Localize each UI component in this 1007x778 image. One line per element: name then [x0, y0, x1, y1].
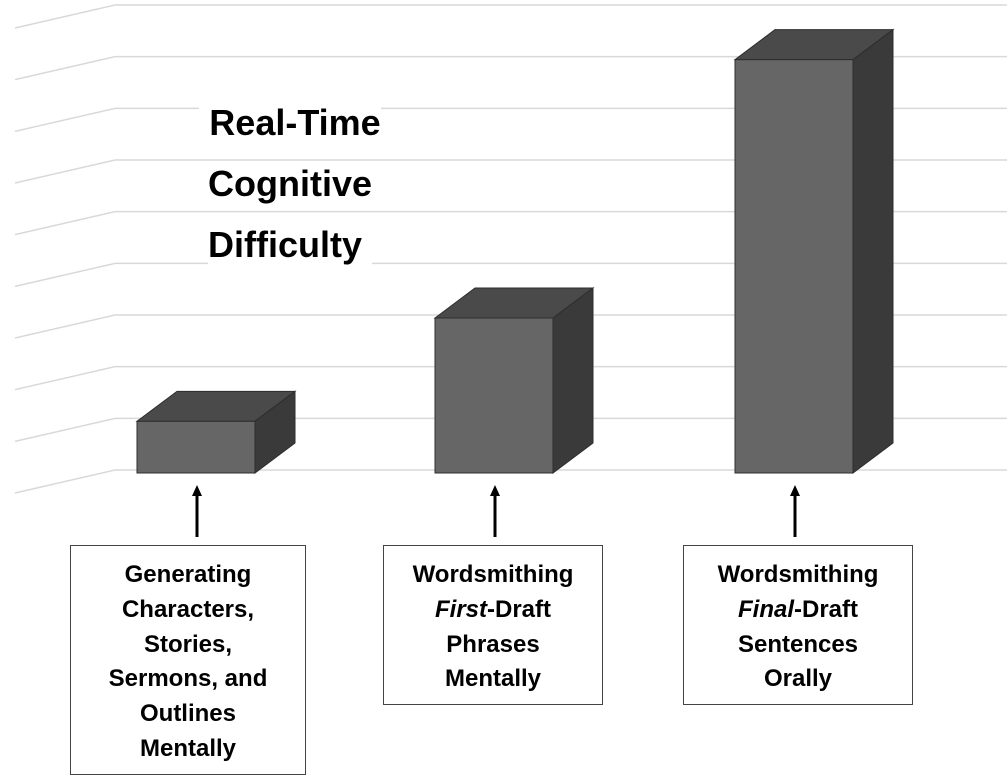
label-line: Wordsmithing [412, 561, 574, 588]
label-segment: -Draft [794, 595, 858, 623]
category-label: Wordsmithing Final-Draft Sentences Orally [683, 545, 913, 705]
label-line: Sermons, and [108, 665, 268, 693]
grid-line [14, 262, 1007, 288]
label-line: Sentences [737, 630, 859, 658]
bar-side [852, 28, 894, 474]
label-line: Characters, [121, 595, 255, 623]
bar [136, 420, 256, 474]
category-label: Wordsmithing First-Draft Phrases Mentally [383, 545, 603, 705]
grid-line [14, 107, 1007, 133]
chart-title: Real-Time Cognitive Difficulty [150, 92, 430, 275]
grid-line [14, 469, 1007, 494]
label-segment: Final [737, 595, 794, 623]
grid-line [14, 210, 1007, 236]
label-segment: -Draft [487, 595, 551, 623]
arrow-head [790, 485, 800, 496]
label-line: Orally [763, 665, 833, 693]
label-line: Generating [124, 561, 252, 588]
grid-line [14, 4, 1007, 29]
label-line: Mentally [139, 734, 237, 762]
grid-line [14, 55, 1007, 81]
category-label: Generating Characters, Stories, Sermons, an… [70, 545, 306, 775]
label-line: First-Draft [384, 593, 602, 628]
label-line: Mentally [444, 665, 542, 693]
label-segment: First [434, 595, 487, 623]
label-line: Wordsmithing [717, 561, 879, 588]
bar [734, 59, 854, 474]
label-line: Phrases [446, 630, 540, 658]
bar-side [552, 287, 594, 474]
label-line: Final-Draft [684, 593, 912, 628]
grid-line [14, 365, 1007, 391]
grid-line [14, 314, 1007, 339]
label-line: Stories, [143, 630, 233, 658]
label-line: Outlines [139, 700, 236, 728]
arrow-head [192, 485, 202, 496]
grid-line [14, 159, 1007, 184]
title-text: Real-Time Cognitive Difficulty [199, 102, 381, 265]
arrow-head [490, 485, 500, 496]
bar [434, 317, 554, 474]
grid-line [14, 417, 1007, 443]
